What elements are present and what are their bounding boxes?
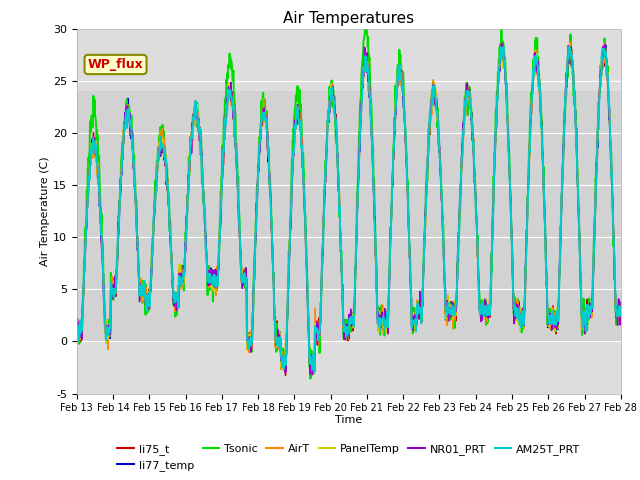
NR01_PRT — [557, 220, 565, 226]
li75_t — [158, 143, 166, 149]
li77_temp — [557, 207, 565, 213]
Title: Air Temperatures: Air Temperatures — [284, 11, 414, 26]
Tsonic — [362, 21, 370, 26]
Tsonic — [335, 182, 342, 188]
Line: Tsonic: Tsonic — [77, 24, 621, 379]
AirT — [557, 220, 564, 226]
li77_temp — [617, 305, 625, 311]
AirT — [611, 268, 618, 274]
AM25T_PRT — [158, 141, 166, 147]
PanelTemp — [557, 224, 564, 229]
X-axis label: Time: Time — [335, 415, 362, 425]
Line: AM25T_PRT: AM25T_PRT — [77, 47, 621, 372]
PanelTemp — [611, 262, 618, 267]
NR01_PRT — [73, 326, 81, 332]
li77_temp — [497, 42, 505, 48]
li77_temp — [73, 330, 81, 336]
AirT — [335, 182, 342, 188]
AM25T_PRT — [500, 44, 508, 50]
AirT — [566, 39, 574, 45]
PanelTemp — [335, 185, 342, 191]
Line: li77_temp: li77_temp — [77, 45, 621, 367]
Tsonic — [617, 300, 625, 305]
NR01_PRT — [497, 41, 505, 47]
li77_temp — [335, 188, 342, 193]
Bar — [77, 91, 621, 341]
PanelTemp — [278, 367, 286, 372]
li75_t — [567, 35, 575, 40]
Line: NR01_PRT: NR01_PRT — [77, 44, 621, 375]
li77_temp — [477, 306, 485, 312]
Y-axis label: Air Temperature (C): Air Temperature (C) — [40, 156, 50, 266]
Tsonic — [477, 300, 485, 306]
li75_t — [335, 190, 342, 195]
AirT — [477, 309, 485, 315]
li75_t — [307, 374, 315, 380]
AM25T_PRT — [611, 253, 618, 259]
Line: AirT: AirT — [77, 42, 621, 373]
Tsonic — [557, 204, 565, 209]
AM25T_PRT — [617, 304, 625, 310]
Line: li75_t: li75_t — [77, 37, 621, 377]
AM25T_PRT — [477, 307, 485, 312]
NR01_PRT — [617, 318, 625, 324]
Tsonic — [158, 131, 166, 137]
Tsonic — [324, 117, 332, 122]
NR01_PRT — [477, 303, 485, 309]
AirT — [617, 305, 625, 311]
PanelTemp — [617, 314, 625, 320]
AM25T_PRT — [324, 114, 332, 120]
li77_temp — [324, 114, 332, 120]
Line: PanelTemp: PanelTemp — [77, 44, 621, 370]
Text: WP_flux: WP_flux — [88, 58, 143, 71]
li75_t — [477, 308, 485, 314]
NR01_PRT — [308, 372, 316, 378]
li75_t — [611, 264, 618, 269]
AirT — [158, 142, 166, 148]
Tsonic — [611, 276, 618, 282]
PanelTemp — [158, 137, 166, 143]
li77_temp — [158, 146, 166, 152]
li75_t — [73, 320, 81, 325]
AM25T_PRT — [73, 329, 81, 335]
NR01_PRT — [324, 115, 332, 121]
PanelTemp — [477, 306, 485, 312]
AM25T_PRT — [335, 181, 342, 187]
AirT — [73, 317, 81, 323]
NR01_PRT — [158, 143, 166, 148]
PanelTemp — [324, 117, 332, 123]
li75_t — [324, 115, 332, 121]
AM25T_PRT — [557, 208, 565, 214]
AirT — [324, 112, 332, 118]
Tsonic — [307, 376, 314, 382]
PanelTemp — [73, 328, 81, 334]
PanelTemp — [566, 41, 573, 47]
Legend: li75_t, li77_temp, Tsonic, AirT, PanelTemp, NR01_PRT, AM25T_PRT: li75_t, li77_temp, Tsonic, AirT, PanelTe… — [113, 439, 584, 476]
li75_t — [557, 221, 564, 227]
li77_temp — [309, 364, 317, 370]
li77_temp — [611, 262, 618, 268]
AM25T_PRT — [311, 369, 319, 375]
Tsonic — [73, 316, 81, 322]
AirT — [310, 371, 317, 376]
NR01_PRT — [611, 272, 618, 278]
li75_t — [617, 307, 625, 312]
NR01_PRT — [335, 185, 342, 191]
